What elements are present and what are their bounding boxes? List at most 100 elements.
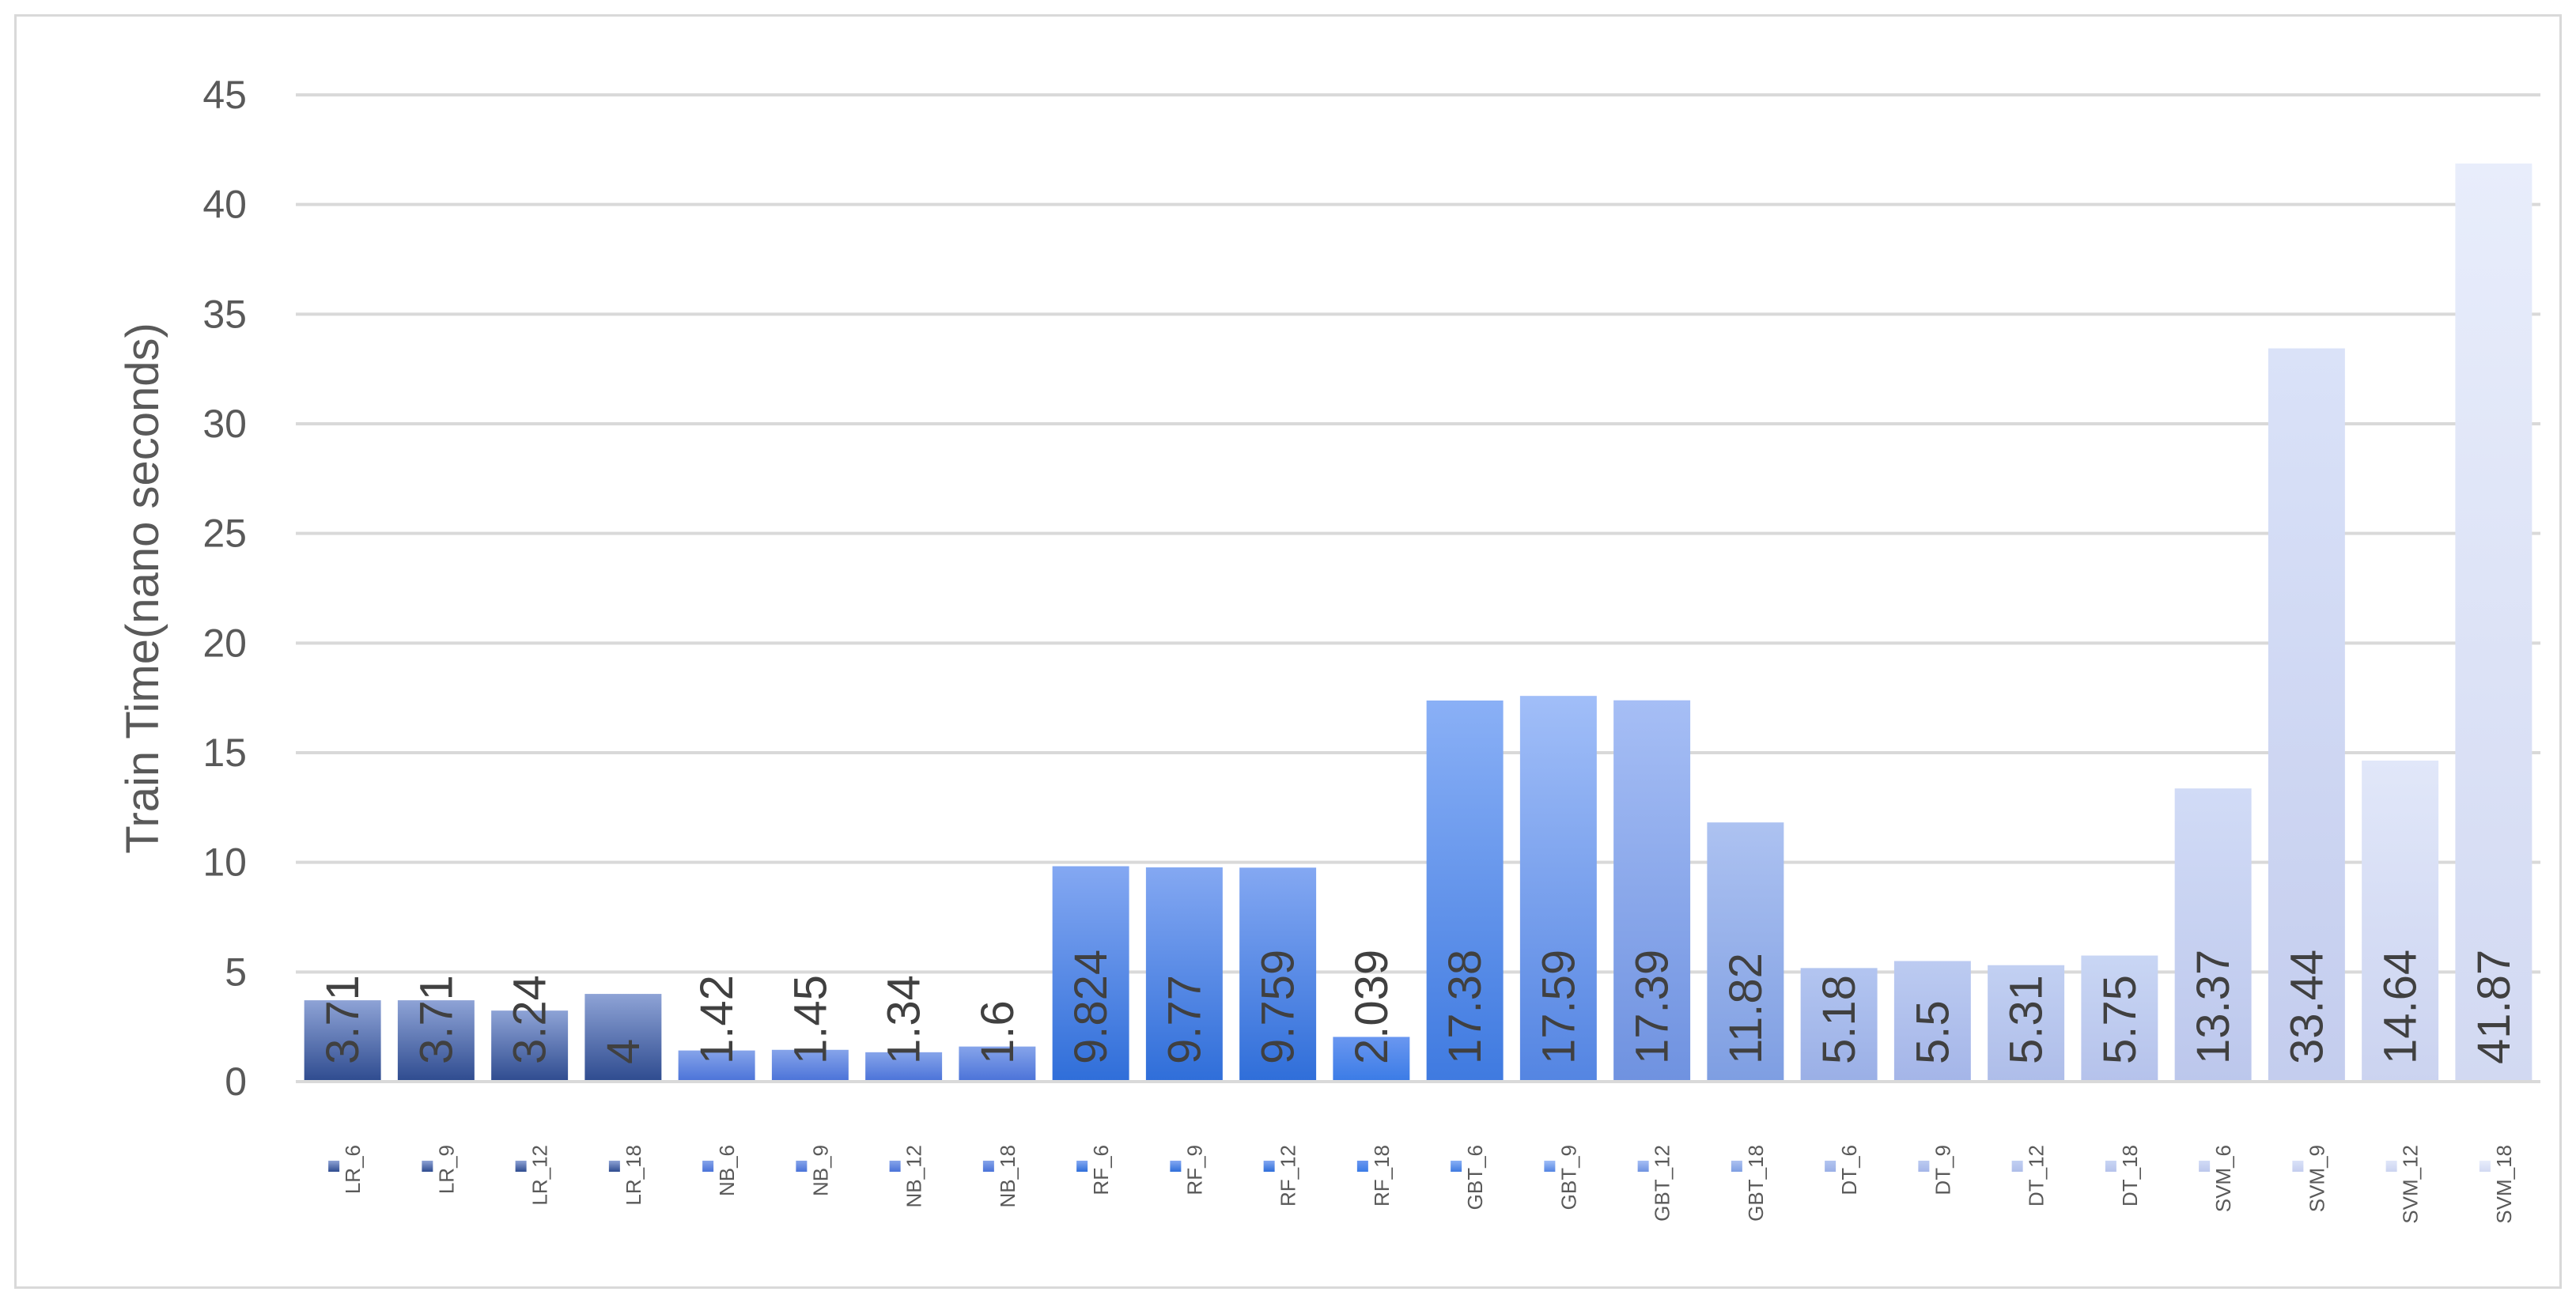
legend-swatch: [1170, 1161, 1182, 1172]
data-label: 17.38: [1439, 950, 1491, 1064]
legend-label: SVM_9: [2305, 1145, 2328, 1212]
legend-swatch: [1731, 1161, 1742, 1172]
data-label: 5.18: [1814, 975, 1865, 1064]
legend-swatch: [982, 1161, 994, 1172]
legend-label: GBT_9: [1557, 1145, 1580, 1210]
data-label: 3.71: [410, 975, 462, 1064]
data-label: 1.34: [879, 975, 930, 1064]
y-tick-label: 45: [202, 73, 247, 117]
y-tick-label: 10: [202, 840, 247, 885]
legend-swatch: [2479, 1161, 2491, 1172]
legend-swatch: [1544, 1161, 1556, 1172]
bars: [304, 163, 2532, 1082]
y-tick-label: 5: [225, 950, 247, 994]
legend-swatch: [422, 1161, 433, 1172]
legend-label: RF_18: [1370, 1145, 1394, 1207]
bar-GBT_12: [1613, 700, 1691, 1082]
bar-RF_6: [1052, 866, 1129, 1082]
legend-label: RF_9: [1182, 1145, 1206, 1195]
legend-label: DT_6: [1837, 1145, 1861, 1195]
bar-NB_18: [959, 1046, 1036, 1082]
bar-NB_9: [771, 1049, 849, 1082]
legend-label: LR_12: [528, 1145, 552, 1206]
legend-swatch: [2199, 1161, 2211, 1172]
bar-SVM_12: [2362, 760, 2439, 1082]
legend-label: NB_18: [996, 1145, 1019, 1208]
legend-label: SVM_18: [2492, 1145, 2516, 1224]
bar-RF_9: [1145, 867, 1223, 1082]
legend-swatch: [1825, 1161, 1836, 1172]
legend-swatch: [328, 1161, 340, 1172]
y-tick-label: 40: [202, 183, 247, 227]
data-label: 41.87: [2468, 950, 2520, 1064]
data-label: 9.824: [1065, 950, 1117, 1064]
legend-label: SVM_6: [2211, 1145, 2235, 1212]
data-label: 9.77: [1159, 975, 1210, 1064]
legend-swatch: [796, 1161, 808, 1172]
data-label: 2.039: [1346, 950, 1398, 1064]
data-label: 13.37: [2188, 950, 2239, 1064]
y-axis-title: Train Time(nano seconds): [117, 323, 168, 854]
legend-swatch: [2292, 1161, 2304, 1172]
legend-swatch: [2011, 1161, 2023, 1172]
legend-label: NB_6: [715, 1145, 739, 1196]
data-label: 5.5: [1907, 1000, 1958, 1064]
y-tick-label: 35: [202, 292, 247, 336]
bar-RF_12: [1239, 867, 1317, 1082]
legend-swatch: [1076, 1161, 1088, 1172]
bar-DT_9: [1893, 961, 1971, 1082]
legend-label: GBT_12: [1651, 1145, 1674, 1222]
legend-label: NB_12: [902, 1145, 926, 1208]
legend-swatch: [1918, 1161, 1930, 1172]
bar-LR_18: [584, 994, 662, 1082]
data-label: 17.39: [1627, 950, 1678, 1064]
bar-LR_9: [397, 1000, 475, 1082]
legend-swatch: [608, 1161, 620, 1172]
data-label: 14.64: [2375, 950, 2427, 1064]
data-label: 9.759: [1253, 950, 1304, 1064]
data-label: 5.75: [2094, 975, 2146, 1064]
y-tick-label: 15: [202, 731, 247, 775]
data-label: 3.71: [317, 975, 369, 1064]
y-tick-label: 0: [225, 1059, 247, 1104]
legend-label: DT_18: [2118, 1145, 2142, 1207]
legend: LR_6 LR_9 LR_12 LR_18 NB_6 NB_9 NB_12 NB_18 RF_6…: [328, 1145, 2516, 1224]
legend-label: LR_6: [341, 1145, 365, 1194]
legend-label: RF_12: [1277, 1145, 1300, 1207]
y-tick-label: 25: [202, 512, 247, 556]
data-label: 3.24: [505, 975, 556, 1064]
bar-SVM_9: [2268, 348, 2345, 1082]
y-axis-ticks: 0 5 10 15 20 25 30 35 40 45: [202, 73, 247, 1104]
legend-swatch: [702, 1161, 714, 1172]
legend-label: LR_18: [622, 1145, 645, 1206]
legend-label: GBT_6: [1463, 1145, 1487, 1210]
gridlines: [296, 93, 2540, 974]
legend-swatch: [1263, 1161, 1275, 1172]
legend-swatch: [889, 1161, 901, 1172]
bar-GBT_18: [1707, 822, 1784, 1082]
data-labels: 3.71 3.71 3.24 4 1.42 1.45 1.34 1.6 9.824 9.77 9.7…: [317, 950, 2520, 1064]
legend-label: GBT_18: [1744, 1145, 1768, 1222]
bar-LR_6: [304, 1000, 381, 1082]
data-label: 4: [598, 1039, 649, 1064]
legend-swatch: [1356, 1161, 1368, 1172]
legend-label: SVM_12: [2399, 1145, 2423, 1224]
bar-GBT_6: [1426, 700, 1504, 1082]
legend-label: DT_12: [2025, 1145, 2048, 1207]
legend-swatch: [1637, 1161, 1649, 1172]
bar-RF_18: [1333, 1037, 1410, 1082]
legend-label: LR_9: [434, 1145, 458, 1194]
data-label: 1.6: [972, 1000, 1023, 1064]
data-label: 33.44: [2281, 950, 2332, 1064]
bar-NB_6: [678, 1050, 755, 1082]
bar-SVM_18: [2455, 163, 2532, 1082]
legend-swatch: [515, 1161, 527, 1172]
data-label: 5.31: [2001, 975, 2052, 1064]
bar-DT_12: [1988, 965, 2065, 1082]
bar-DT_6: [1800, 968, 1878, 1082]
data-label: 1.45: [785, 975, 836, 1064]
legend-swatch: [2385, 1161, 2397, 1172]
bar-GBT_9: [1519, 696, 1597, 1082]
legend-swatch: [1451, 1161, 1462, 1172]
